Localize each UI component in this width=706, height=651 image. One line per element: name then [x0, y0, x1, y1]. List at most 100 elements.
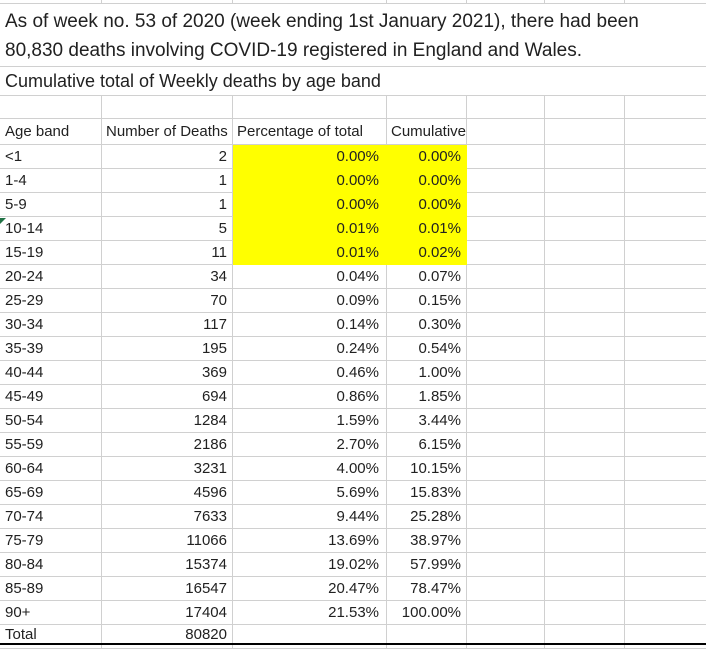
empty-cell[interactable]: [545, 265, 625, 289]
cumulative-cell[interactable]: 3.44%: [387, 409, 467, 433]
empty-cell[interactable]: [545, 553, 625, 577]
cumulative-cell[interactable]: 0.00%: [387, 169, 467, 193]
empty-cell[interactable]: [625, 313, 706, 337]
age-band-cell[interactable]: 80-84: [0, 553, 102, 577]
empty-cell[interactable]: [625, 529, 706, 553]
age-band-cell[interactable]: 15-19: [0, 241, 102, 265]
pct-cell[interactable]: 0.86%: [233, 385, 387, 409]
pct-cell[interactable]: 0.24%: [233, 337, 387, 361]
empty-cell[interactable]: [467, 529, 545, 553]
empty-cell[interactable]: [625, 433, 706, 457]
cumulative-cell[interactable]: 0.54%: [387, 337, 467, 361]
age-band-cell[interactable]: 70-74: [0, 505, 102, 529]
empty-cell[interactable]: [625, 193, 706, 217]
empty-cell[interactable]: [467, 625, 545, 643]
deaths-cell[interactable]: 3231: [102, 457, 233, 481]
pct-cell[interactable]: 21.53%: [233, 601, 387, 625]
empty-cell[interactable]: [545, 313, 625, 337]
empty-cell[interactable]: [467, 505, 545, 529]
header-percentage-of-total[interactable]: Percentage of total: [233, 119, 387, 145]
empty-cell[interactable]: [545, 505, 625, 529]
cumulative-cell[interactable]: 0.15%: [387, 289, 467, 313]
empty-cell[interactable]: [387, 625, 467, 643]
deaths-cell[interactable]: 70: [102, 289, 233, 313]
deaths-cell[interactable]: 7633: [102, 505, 233, 529]
pct-cell[interactable]: 19.02%: [233, 553, 387, 577]
empty-cell[interactable]: [545, 289, 625, 313]
age-band-cell[interactable]: 50-54: [0, 409, 102, 433]
empty-cell[interactable]: [625, 625, 706, 643]
deaths-cell[interactable]: 117: [102, 313, 233, 337]
deaths-cell[interactable]: 16547: [102, 577, 233, 601]
empty-cell[interactable]: [545, 193, 625, 217]
deaths-cell[interactable]: 15374: [102, 553, 233, 577]
empty-cell[interactable]: [467, 265, 545, 289]
empty-cell[interactable]: [467, 457, 545, 481]
deaths-cell[interactable]: 2: [102, 145, 233, 169]
empty-cell[interactable]: [625, 337, 706, 361]
age-band-cell[interactable]: 25-29: [0, 289, 102, 313]
empty-cell[interactable]: [625, 145, 706, 169]
empty-cell[interactable]: [0, 96, 102, 119]
cumulative-cell[interactable]: 38.97%: [387, 529, 467, 553]
deaths-cell[interactable]: 1: [102, 193, 233, 217]
empty-cell[interactable]: [233, 96, 387, 119]
cumulative-cell[interactable]: 0.30%: [387, 313, 467, 337]
header-number-of-deaths[interactable]: Number of Deaths: [102, 119, 233, 145]
empty-cell[interactable]: [467, 313, 545, 337]
header-cumulative[interactable]: Cumulative: [387, 119, 467, 145]
empty-cell[interactable]: [387, 96, 467, 119]
empty-cell[interactable]: [467, 577, 545, 601]
empty-cell[interactable]: [467, 481, 545, 505]
cumulative-cell[interactable]: 10.15%: [387, 457, 467, 481]
empty-cell[interactable]: [625, 265, 706, 289]
age-band-cell[interactable]: 90+: [0, 601, 102, 625]
pct-cell[interactable]: 0.09%: [233, 289, 387, 313]
empty-cell[interactable]: [467, 337, 545, 361]
title-cell[interactable]: As of week no. 53 of 2020 (week ending 1…: [0, 4, 706, 67]
empty-cell[interactable]: [545, 481, 625, 505]
empty-cell[interactable]: [545, 409, 625, 433]
total-label-cell[interactable]: Total: [0, 625, 102, 643]
deaths-cell[interactable]: 4596: [102, 481, 233, 505]
age-band-cell[interactable]: 60-64: [0, 457, 102, 481]
total-deaths-cell[interactable]: 80820: [102, 625, 233, 643]
cumulative-cell[interactable]: 0.00%: [387, 193, 467, 217]
cumulative-cell[interactable]: 6.15%: [387, 433, 467, 457]
empty-cell[interactable]: [467, 96, 545, 119]
deaths-cell[interactable]: 2186: [102, 433, 233, 457]
deaths-cell[interactable]: 369: [102, 361, 233, 385]
pct-cell[interactable]: 0.00%: [233, 193, 387, 217]
empty-cell[interactable]: [625, 385, 706, 409]
empty-cell[interactable]: [467, 385, 545, 409]
age-band-cell[interactable]: 55-59: [0, 433, 102, 457]
empty-cell[interactable]: [625, 241, 706, 265]
empty-cell[interactable]: [625, 289, 706, 313]
empty-cell[interactable]: [467, 361, 545, 385]
empty-cell[interactable]: [545, 601, 625, 625]
pct-cell[interactable]: 5.69%: [233, 481, 387, 505]
pct-cell[interactable]: 0.14%: [233, 313, 387, 337]
header-age-band[interactable]: Age band: [0, 119, 102, 145]
empty-cell[interactable]: [467, 119, 545, 145]
deaths-cell[interactable]: 694: [102, 385, 233, 409]
empty-cell[interactable]: [102, 96, 233, 119]
empty-cell[interactable]: [625, 169, 706, 193]
age-band-cell[interactable]: 85-89: [0, 577, 102, 601]
deaths-cell[interactable]: 17404: [102, 601, 233, 625]
empty-cell[interactable]: [467, 601, 545, 625]
empty-cell[interactable]: [625, 361, 706, 385]
empty-cell[interactable]: [545, 385, 625, 409]
empty-cell[interactable]: [625, 409, 706, 433]
age-band-cell[interactable]: 65-69: [0, 481, 102, 505]
deaths-cell[interactable]: 5: [102, 217, 233, 241]
empty-cell[interactable]: [545, 241, 625, 265]
deaths-cell[interactable]: 11: [102, 241, 233, 265]
pct-cell[interactable]: 0.01%: [233, 241, 387, 265]
age-band-cell[interactable]: 45-49: [0, 385, 102, 409]
pct-cell[interactable]: 0.46%: [233, 361, 387, 385]
pct-cell[interactable]: 13.69%: [233, 529, 387, 553]
cumulative-cell[interactable]: 1.85%: [387, 385, 467, 409]
empty-cell[interactable]: [467, 169, 545, 193]
empty-cell[interactable]: [467, 409, 545, 433]
